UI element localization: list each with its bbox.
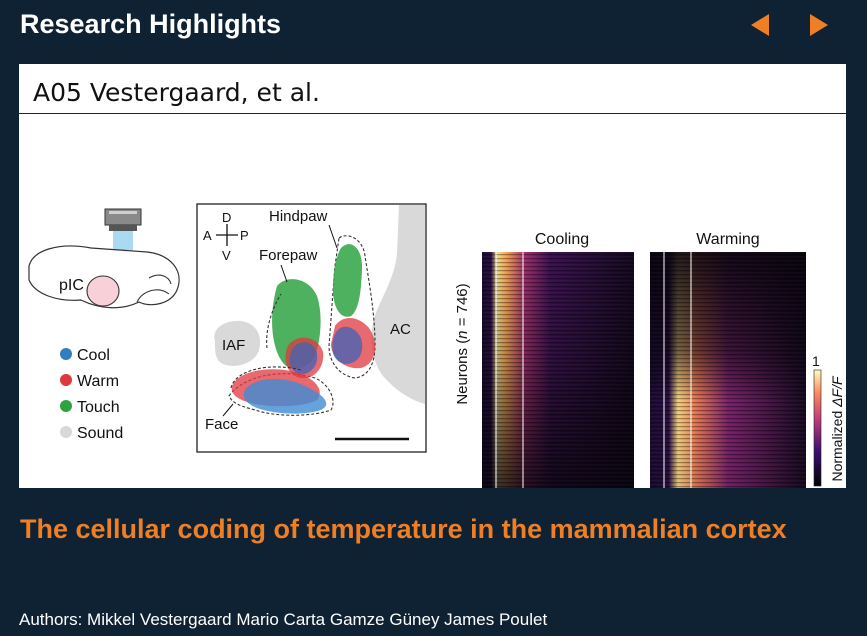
brain-schematic: pIC — [28, 208, 180, 309]
iaf-region — [214, 320, 261, 366]
compass-a: A — [203, 228, 212, 243]
label-face: Face — [205, 416, 238, 433]
compass-d: D — [222, 210, 231, 225]
ylabel-prefix: Neurons (n = 746) — [454, 283, 471, 404]
colorbar-max: 1 — [812, 353, 820, 369]
brain-label: pIC — [59, 277, 84, 294]
article-title[interactable]: The cellular coding of temperature in th… — [20, 514, 787, 544]
forepaw-cool — [289, 342, 318, 375]
legend-swatch-sound — [60, 426, 72, 438]
label-ac: AC — [390, 321, 411, 338]
legend-swatch-touch — [60, 400, 72, 412]
page-title: Research Highlights — [20, 9, 282, 39]
legend-label-touch: Touch — [77, 399, 120, 416]
divider — [19, 113, 846, 114]
colorbar-label: Normalized ΔF/F — [829, 375, 845, 482]
label-hindpaw: Hindpaw — [269, 208, 328, 225]
heatmap-cooling — [482, 252, 634, 488]
heatmap-warming — [650, 252, 806, 488]
cortical-map: D A P V Hindpaw Forepaw IAF AC Face — [196, 203, 427, 453]
compass-v: V — [222, 248, 231, 263]
header: Research Highlights — [0, 0, 867, 52]
compass-p: P — [240, 228, 249, 243]
legend-swatch-warm — [60, 374, 72, 386]
ac-region — [371, 205, 425, 404]
next-button[interactable] — [805, 12, 831, 38]
panel-title: A05 Vestergaard, et al. — [33, 78, 320, 107]
hindpaw-touch — [333, 244, 363, 317]
label-iaf: IAF — [222, 337, 245, 354]
legend-label-cool: Cool — [77, 347, 110, 364]
hindpaw-cool — [332, 326, 363, 364]
legend-label-sound: Sound — [77, 425, 123, 442]
heatmaps: Neurons (n = 746) Cooling Warming 1 — [454, 231, 845, 488]
highlight-panel[interactable]: A05 Vestergaard, et al. — [19, 64, 846, 488]
legend-label-warm: Warm — [77, 373, 119, 390]
authors: Authors: Mikkel Vestergaard Mario Carta … — [19, 610, 548, 629]
pic-region — [86, 275, 120, 307]
legend: Cool Warm Touch Sound — [60, 347, 123, 442]
triangle-left-icon — [751, 14, 769, 36]
triangle-right-icon — [810, 14, 828, 36]
ylabel-n: n — [454, 330, 471, 338]
face-cool — [243, 378, 327, 414]
heatmap-title-warming: Warming — [696, 231, 759, 248]
label-forepaw: Forepaw — [259, 247, 318, 264]
previous-button[interactable] — [748, 12, 774, 38]
colorbar: 1 0 Normalized ΔF/F — [812, 353, 845, 487]
heatmap-title-cooling: Cooling — [535, 231, 589, 248]
legend-swatch-cool — [60, 348, 72, 360]
research-figure: pIC Cool Warm Touch Sound — [28, 203, 845, 488]
